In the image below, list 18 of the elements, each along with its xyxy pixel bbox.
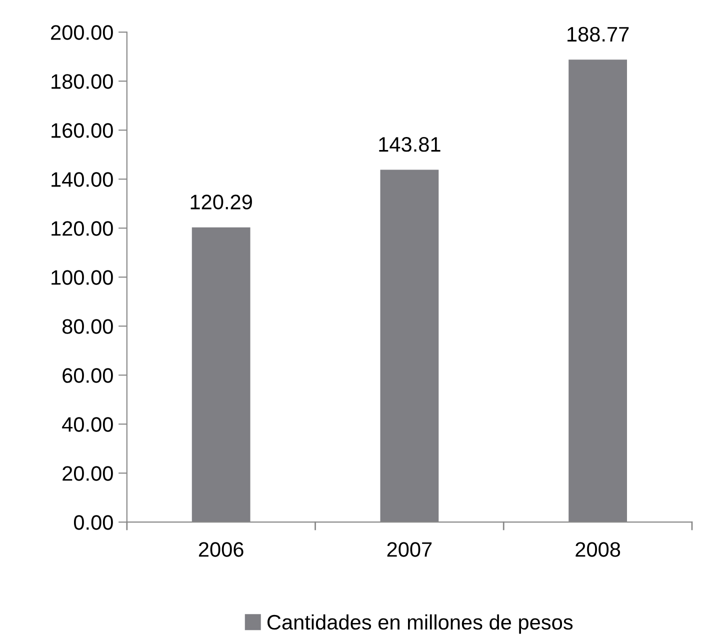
x-tick-label: 2007	[387, 542, 432, 557]
y-tick-label: 120.00	[52, 221, 113, 236]
y-tick-label: 60.00	[62, 368, 113, 383]
y-tick-label: 40.00	[62, 417, 113, 432]
data-label: 188.77	[568, 26, 629, 42]
legend-label: Cantidades en millones de pesos	[267, 614, 573, 634]
data-label: 120.29	[190, 194, 252, 210]
x-tick-label: 2006	[198, 542, 244, 557]
y-tick-label: 0.00	[74, 515, 113, 530]
x-tick-label: 2008	[576, 542, 620, 557]
y-tick-label: 100.00	[52, 270, 113, 285]
y-tick-label: 20.00	[62, 466, 113, 481]
y-tick-label: 180.00	[52, 74, 113, 89]
y-tick-label: 160.00	[52, 123, 113, 138]
y-tick-label: 80.00	[62, 319, 113, 334]
y-tick-label: 140.00	[52, 172, 113, 187]
y-tick-label: 200.00	[51, 25, 113, 40]
data-label: 143.81	[379, 137, 440, 152]
